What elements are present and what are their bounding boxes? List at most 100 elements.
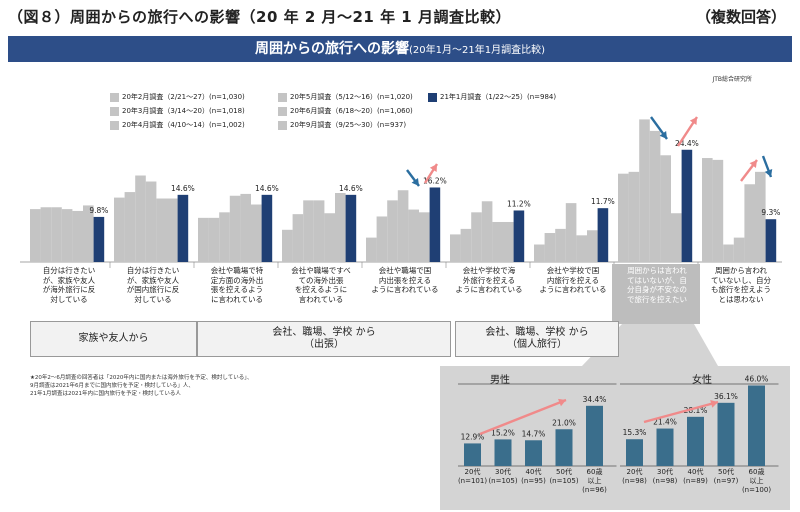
subchart-data-label: 36.1%	[714, 392, 738, 401]
subchart-bar	[687, 416, 704, 466]
bar	[503, 221, 514, 262]
bar	[145, 181, 157, 262]
data-label: 14.6%	[339, 184, 363, 193]
bar	[177, 194, 189, 262]
legend-swatch	[278, 92, 287, 102]
legend-item: 20年9月調査（9/25～30）(n=937)	[278, 120, 406, 130]
bar	[671, 213, 682, 262]
response-note: （複数回答）	[695, 8, 786, 26]
bar	[324, 213, 335, 262]
bar	[397, 190, 409, 262]
bar	[114, 197, 125, 262]
legend-label: 21年1月調査（1/22～25）(n=984)	[440, 93, 557, 101]
subchart-bar	[494, 439, 512, 466]
subchart-data-label: 15.3%	[623, 428, 647, 437]
bar	[345, 194, 357, 262]
legend-swatch	[110, 106, 119, 116]
subchart-data-label: 28.1%	[684, 406, 708, 415]
category-label: 周囲から言われ ていないし、自分 も旅行を控えよう とは思わない	[711, 266, 771, 304]
bar	[765, 219, 777, 262]
subchart-data-label: 15.2%	[491, 428, 515, 437]
bar	[639, 119, 650, 263]
legend-item: 21年1月調査（1/22～25）(n=984)	[428, 92, 556, 102]
banner-subtitle: (20年1月～21年1月調査比較)	[409, 45, 545, 56]
bar	[40, 207, 52, 262]
subchart-data-label: 46.0%	[745, 375, 769, 384]
subchart-data-label: 34.4%	[583, 395, 607, 404]
bar	[282, 229, 293, 262]
subchart-data-label: 12.9%	[461, 432, 485, 441]
category-label: 周囲からは言われ てはいないが、自 分自身が不安なの で旅行を控えたい	[627, 266, 687, 304]
trend-arrow	[479, 398, 567, 436]
bar	[628, 171, 640, 262]
subchart-data-label: 14.7%	[522, 429, 546, 438]
bar	[124, 192, 136, 262]
legend-swatch	[428, 92, 437, 102]
bar	[219, 212, 230, 262]
bar	[681, 149, 693, 262]
data-label: 11.7%	[591, 197, 615, 206]
bar	[198, 217, 209, 262]
legend-item: 20年4月調査（4/10～14）(n=1,002)	[110, 120, 245, 130]
legend-label: 20年2月調査（2/21～27）(n=1,030)	[122, 93, 245, 101]
banner-title: 周囲からの旅行への影響	[255, 41, 409, 57]
bar	[387, 200, 398, 262]
footnote: ★20年2～6月調査の回答者は「2020年内に国内または海外旅行を予定、検討して…	[30, 375, 253, 397]
highlight-panel	[612, 264, 700, 324]
subchart-x-label: 30代 (n=98)	[652, 468, 678, 485]
bar	[660, 155, 671, 262]
group-label: 家族や友人から	[30, 321, 197, 357]
subchart-x-label: 50代 (n=97)	[713, 468, 739, 485]
subchart-bar	[656, 428, 674, 466]
subchart-bar	[525, 440, 542, 466]
subchart-x-label: 40代 (n=89)	[683, 468, 708, 485]
bar	[649, 130, 661, 262]
subchart-bar	[586, 405, 603, 466]
subchart-bar	[464, 443, 481, 466]
bar	[429, 187, 441, 262]
bar	[565, 203, 577, 262]
legend-item: 20年5月調査（5/12～16）(n=1,020)	[278, 92, 413, 102]
bar	[460, 228, 472, 262]
subchart-x-label: 60歳 以上 (n=100)	[741, 468, 772, 494]
bar	[419, 212, 430, 262]
bar	[303, 200, 314, 262]
bar	[733, 237, 745, 262]
bar	[555, 228, 566, 262]
bar	[481, 201, 493, 262]
legend-item: 20年2月調査（2/21～27）(n=1,030)	[110, 92, 245, 102]
bar	[702, 158, 713, 262]
data-label: 24.4%	[675, 139, 699, 148]
category-label: 会社や職場で国 内出張を控える ように言われている	[371, 266, 439, 294]
figure-title: （図８）周囲からの旅行への影響（20 年 2 月～21 年 1 月調査比較）	[8, 8, 511, 26]
down-arrow-head	[764, 169, 773, 177]
bar	[513, 210, 525, 262]
bar	[51, 207, 62, 262]
bar	[618, 173, 629, 262]
subchart-x-label: 20代 (n=101)	[457, 468, 488, 485]
up-arrow-head	[429, 164, 437, 173]
bar	[135, 175, 146, 262]
data-label: 9.8%	[89, 206, 108, 215]
subchart-data-label: 21.4%	[653, 418, 677, 427]
bar	[744, 184, 755, 262]
legend-label: 20年3月調査（3/14～20）(n=1,018)	[122, 107, 245, 115]
bar	[313, 200, 325, 262]
legend-item: 20年3月調査（3/14～20）(n=1,018)	[110, 106, 245, 116]
bar	[93, 216, 105, 262]
subchart-bar	[748, 385, 765, 466]
trend-arrow	[643, 400, 719, 424]
data-label: 14.6%	[255, 184, 279, 193]
bar	[366, 237, 377, 262]
legend-swatch	[110, 120, 119, 130]
subchart-x-label: 20代 (n=98)	[622, 468, 647, 485]
bar	[292, 214, 304, 262]
group-label: 会社、職場、学校 から （個人旅行）	[455, 321, 619, 357]
subchart-data-label: 21.0%	[552, 418, 576, 427]
bar	[492, 221, 503, 262]
subchart-title: 男性	[490, 375, 510, 386]
bar	[755, 171, 766, 262]
bar	[544, 233, 556, 262]
bar	[156, 198, 167, 262]
